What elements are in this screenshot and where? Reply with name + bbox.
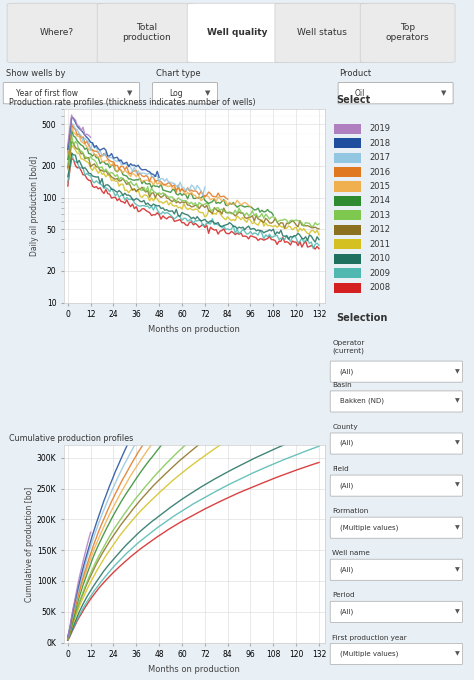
X-axis label: Months on production: Months on production	[148, 665, 240, 674]
Text: Oil: Oil	[355, 88, 365, 98]
Text: Formation: Formation	[332, 509, 368, 514]
FancyBboxPatch shape	[334, 167, 361, 177]
Text: Well status: Well status	[297, 28, 347, 37]
Text: ▼: ▼	[441, 90, 447, 96]
Text: ▼: ▼	[455, 567, 459, 572]
Text: 2012: 2012	[370, 225, 391, 235]
Text: (All): (All)	[339, 482, 354, 488]
Text: Chart type: Chart type	[156, 69, 201, 78]
Text: Top
operators: Top operators	[386, 22, 429, 42]
Text: ▼: ▼	[455, 369, 459, 374]
FancyBboxPatch shape	[334, 124, 361, 134]
FancyBboxPatch shape	[334, 196, 361, 206]
Text: ▼: ▼	[205, 90, 210, 96]
Text: ▼: ▼	[455, 609, 459, 614]
Text: 2019: 2019	[370, 124, 391, 133]
Text: 2014: 2014	[370, 197, 391, 205]
FancyBboxPatch shape	[330, 391, 463, 412]
FancyBboxPatch shape	[334, 239, 361, 250]
Text: Log: Log	[169, 88, 182, 98]
FancyBboxPatch shape	[330, 643, 463, 664]
Text: Product: Product	[339, 69, 372, 78]
Text: Where?: Where?	[40, 28, 74, 37]
Text: Period: Period	[332, 592, 355, 598]
Text: Operator
(current): Operator (current)	[332, 340, 365, 354]
Text: Field: Field	[332, 466, 349, 472]
Text: Well name: Well name	[332, 550, 370, 556]
FancyBboxPatch shape	[3, 82, 140, 104]
Text: ▼: ▼	[455, 483, 459, 488]
Text: 2017: 2017	[370, 153, 391, 162]
Text: Year of first flow: Year of first flow	[16, 88, 78, 98]
FancyBboxPatch shape	[334, 182, 361, 192]
Text: Total
production: Total production	[123, 22, 171, 42]
FancyBboxPatch shape	[153, 82, 218, 104]
Text: (Multiple values): (Multiple values)	[339, 524, 398, 530]
Text: County: County	[332, 424, 358, 430]
Text: (All): (All)	[339, 566, 354, 573]
FancyBboxPatch shape	[334, 268, 361, 278]
Text: 2015: 2015	[370, 182, 391, 191]
Text: Select: Select	[337, 95, 371, 105]
Text: 2013: 2013	[370, 211, 391, 220]
Text: Cumulative production profiles: Cumulative production profiles	[9, 435, 134, 443]
FancyBboxPatch shape	[334, 254, 361, 264]
Y-axis label: Cumulative of production [bo]: Cumulative of production [bo]	[25, 486, 34, 602]
Text: Production rate profiles (thickness indicates number of wells): Production rate profiles (thickness indi…	[9, 98, 256, 107]
Text: Bakken (ND): Bakken (ND)	[339, 398, 383, 405]
FancyBboxPatch shape	[330, 517, 463, 539]
Text: (All): (All)	[339, 440, 354, 447]
FancyBboxPatch shape	[360, 3, 455, 63]
Text: 2011: 2011	[370, 240, 391, 249]
Text: ▼: ▼	[127, 90, 133, 96]
Text: Selection: Selection	[337, 313, 388, 323]
Text: (All): (All)	[339, 368, 354, 375]
Text: Basin: Basin	[332, 382, 352, 388]
Text: First production year: First production year	[332, 634, 407, 641]
Text: 2016: 2016	[370, 167, 391, 177]
Y-axis label: Daily oil production [bo/d]: Daily oil production [bo/d]	[30, 156, 39, 256]
FancyBboxPatch shape	[338, 82, 453, 104]
FancyBboxPatch shape	[334, 138, 361, 148]
X-axis label: Months on production: Months on production	[148, 325, 240, 334]
Text: (Multiple values): (Multiple values)	[339, 650, 398, 657]
Text: Show wells by: Show wells by	[7, 69, 66, 78]
FancyBboxPatch shape	[187, 3, 287, 63]
Text: 2009: 2009	[370, 269, 391, 277]
Text: 2010: 2010	[370, 254, 391, 263]
Text: 2008: 2008	[370, 283, 391, 292]
Text: ▼: ▼	[455, 525, 459, 530]
Text: ▼: ▼	[455, 651, 459, 656]
FancyBboxPatch shape	[330, 559, 463, 580]
FancyBboxPatch shape	[330, 361, 463, 382]
FancyBboxPatch shape	[7, 3, 107, 63]
FancyBboxPatch shape	[334, 225, 361, 235]
Text: 2018: 2018	[370, 139, 391, 148]
FancyBboxPatch shape	[330, 433, 463, 454]
FancyBboxPatch shape	[334, 283, 361, 292]
FancyBboxPatch shape	[330, 601, 463, 622]
FancyBboxPatch shape	[334, 210, 361, 220]
Text: ▼: ▼	[455, 398, 459, 404]
Text: Well quality: Well quality	[207, 28, 267, 37]
FancyBboxPatch shape	[275, 3, 370, 63]
FancyBboxPatch shape	[330, 475, 463, 496]
Text: (All): (All)	[339, 608, 354, 615]
Text: ▼: ▼	[455, 441, 459, 445]
FancyBboxPatch shape	[334, 152, 361, 163]
FancyBboxPatch shape	[97, 3, 197, 63]
